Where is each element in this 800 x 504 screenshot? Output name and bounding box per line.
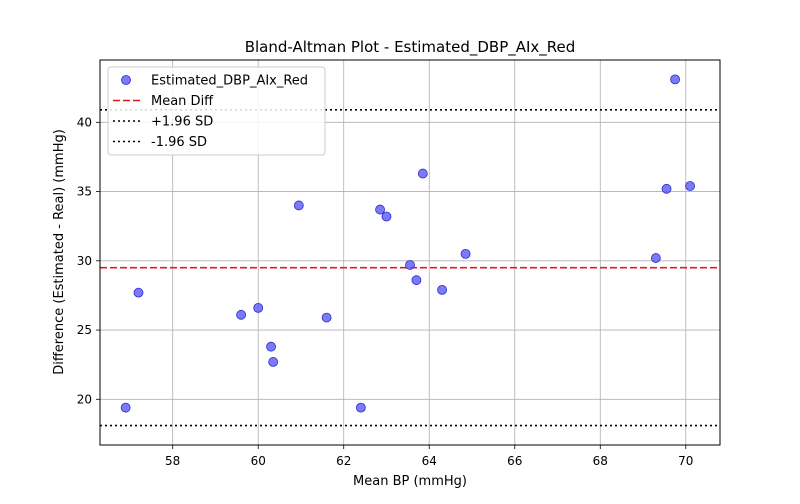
data-point bbox=[236, 309, 247, 320]
x-tick-label: 66 bbox=[507, 454, 522, 468]
data-point bbox=[437, 284, 447, 295]
data-point bbox=[375, 204, 385, 215]
data-point bbox=[293, 200, 304, 211]
plot-frame bbox=[99, 59, 721, 446]
y-axis-label: Difference (Estimated - Real) (mmHg) bbox=[52, 129, 67, 375]
legend-label: Estimated_DBP_AIx_Red bbox=[151, 74, 308, 89]
y-tick-label: 20 bbox=[77, 392, 92, 406]
data-point bbox=[268, 357, 279, 367]
data-point bbox=[460, 248, 471, 259]
y-tick-label: 30 bbox=[77, 254, 92, 268]
data-point bbox=[321, 312, 332, 323]
data-point bbox=[381, 211, 392, 222]
data-point bbox=[355, 402, 366, 413]
legend-label: +1.96 SD bbox=[151, 115, 213, 130]
data-point bbox=[650, 253, 661, 263]
data-point bbox=[405, 260, 415, 270]
y-tick-label: 35 bbox=[77, 185, 92, 199]
y-tick-label: 40 bbox=[77, 115, 92, 129]
data-point bbox=[417, 168, 428, 179]
x-tick-label: 62 bbox=[336, 454, 351, 468]
data-point bbox=[685, 181, 695, 191]
y-tick-label: 25 bbox=[77, 323, 92, 337]
legend-label: -1.96 SD bbox=[151, 135, 207, 150]
legend-box bbox=[107, 66, 326, 156]
x-axis-label: Mean BP (mmHg) bbox=[353, 474, 467, 489]
legend-marker bbox=[121, 75, 131, 85]
data-point bbox=[670, 74, 681, 85]
x-tick-label: 58 bbox=[165, 454, 180, 468]
data-point bbox=[266, 341, 276, 352]
data-point bbox=[253, 302, 264, 313]
axis-ticks-layer: 58 60 62 64 66 68 70 20 25 30 35 40 bbox=[77, 115, 694, 468]
x-tick-label: 64 bbox=[422, 454, 437, 468]
x-tick-label: 68 bbox=[593, 454, 608, 468]
data-points-layer bbox=[120, 74, 695, 413]
x-tick-label: 70 bbox=[678, 454, 693, 468]
chart-title: Bland-Altman Plot - Estimated_DBP_AIx_Re… bbox=[245, 38, 576, 57]
legend-label: Mean Diff bbox=[151, 94, 214, 109]
data-point bbox=[661, 183, 672, 194]
legend: Estimated_DBP_AIx_Red Mean Diff +1.96 SD -1… bbox=[107, 66, 326, 156]
data-point bbox=[133, 287, 144, 298]
data-point bbox=[120, 402, 131, 413]
x-tick-label: 60 bbox=[251, 454, 266, 468]
data-point bbox=[411, 275, 422, 286]
